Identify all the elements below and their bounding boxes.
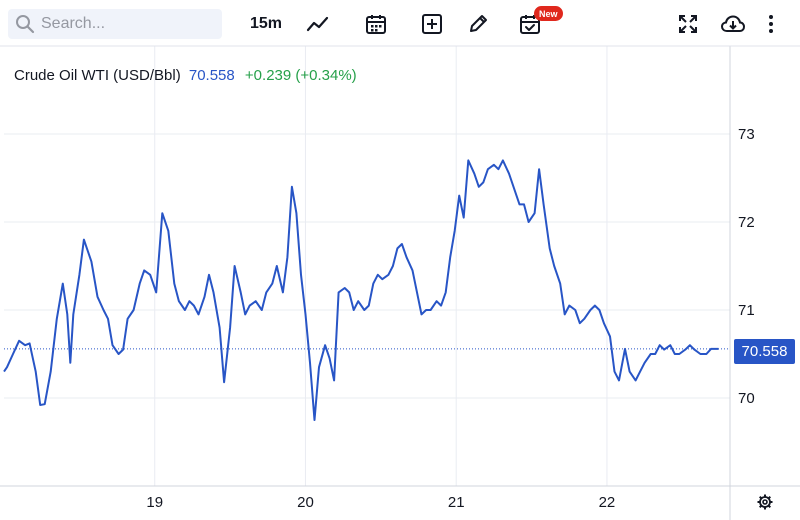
- settings-gear-icon: [757, 494, 773, 510]
- x-tick-label: 22: [599, 494, 616, 511]
- x-tick-label: 21: [448, 494, 465, 511]
- y-tick-label: 71: [738, 302, 755, 319]
- events-button[interactable]: [514, 9, 546, 39]
- search-placeholder: Search...: [41, 15, 106, 32]
- download-button[interactable]: [716, 9, 750, 39]
- y-tick-label: 72: [738, 214, 755, 231]
- add-indicator-button[interactable]: [416, 9, 448, 39]
- x-axis: 19 20 21 22: [146, 494, 615, 511]
- toolbar: Search... 15m: [0, 0, 800, 46]
- cloud-download-icon: [720, 15, 746, 32]
- interval-button[interactable]: 15m: [249, 15, 283, 32]
- calendar-check-icon: [520, 15, 540, 34]
- drawing-button[interactable]: [462, 9, 494, 39]
- legend-price: 70.558: [188, 67, 235, 84]
- price-line: [3, 159, 719, 421]
- y-tick-label: 73: [738, 126, 755, 143]
- chart-legend: Crude Oil WTI (USD/Bbl) 70.558 +0.239 (+…: [14, 67, 357, 84]
- new-badge: New: [534, 6, 563, 21]
- chart-type-button[interactable]: [302, 9, 334, 39]
- y-tick-label: 70: [738, 390, 755, 407]
- legend-change: +0.239 (+0.34%): [244, 67, 357, 84]
- last-price-label: 70.558: [734, 339, 795, 364]
- date-range-button[interactable]: [360, 9, 392, 39]
- fullscreen-icon: [679, 15, 697, 33]
- settings-button[interactable]: [757, 494, 773, 510]
- pencil-icon: [470, 15, 487, 32]
- instrument-name: Crude Oil WTI (USD/Bbl): [14, 67, 181, 84]
- search-input[interactable]: Search...: [8, 9, 222, 39]
- more-options-button[interactable]: [756, 9, 786, 39]
- chart-axes: [0, 45, 800, 520]
- x-tick-label: 20: [297, 494, 314, 511]
- chart-grid: [4, 46, 730, 486]
- x-tick-label: 19: [146, 494, 163, 511]
- y-axis: 70 71 72 73: [738, 126, 755, 407]
- add-box-icon: [422, 14, 442, 34]
- line-chart-icon: [306, 16, 329, 32]
- more-vertical-icon: [769, 15, 773, 33]
- calendar-icon: [366, 15, 386, 34]
- search-icon: [16, 15, 35, 34]
- fullscreen-button[interactable]: [672, 9, 704, 39]
